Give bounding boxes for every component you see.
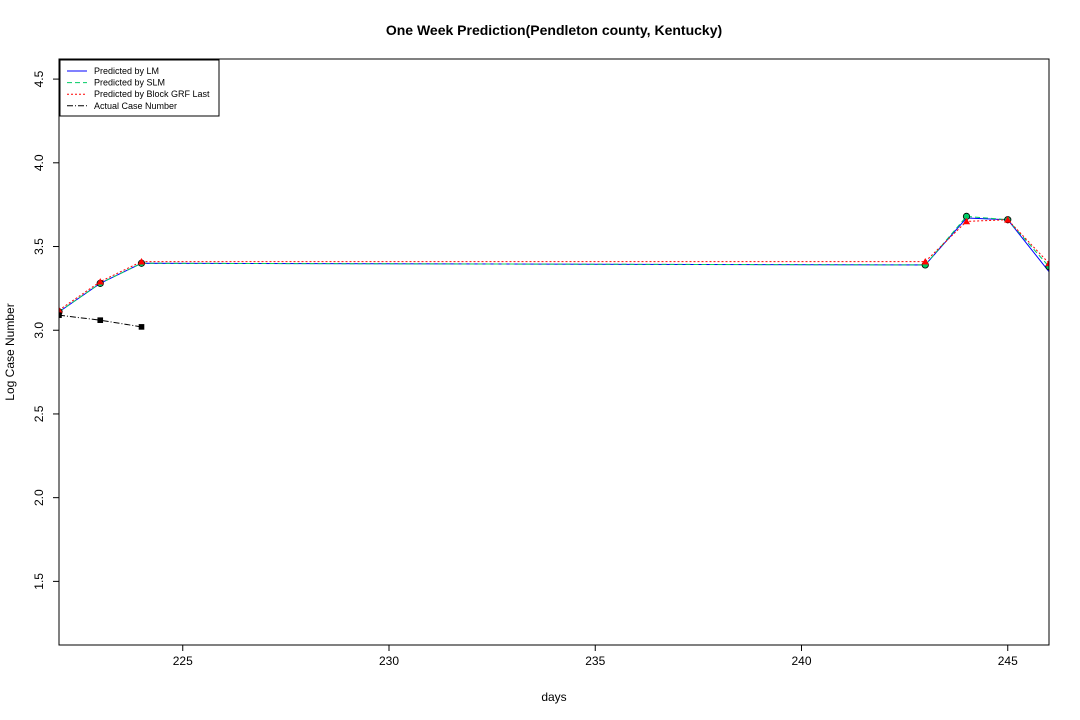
legend-box xyxy=(59,59,220,117)
y-tick-label: 2.0 xyxy=(32,489,46,506)
x-tick-label: 225 xyxy=(173,654,193,668)
data-point-triangle xyxy=(137,257,146,265)
data-point-square xyxy=(138,324,145,330)
data-point-triangle xyxy=(962,217,971,225)
plot-border xyxy=(58,58,1050,646)
x-tick-label: 245 xyxy=(998,654,1018,668)
x-tick-label: 230 xyxy=(379,654,399,668)
data-point-triangle xyxy=(59,306,63,314)
y-tick-label: 4.5 xyxy=(32,70,46,87)
legend-entry: Predicted by LM xyxy=(94,66,159,76)
y-tick-label: 1.5 xyxy=(32,573,46,590)
chart-title: One Week Prediction(Pendleton county, Ke… xyxy=(386,22,722,38)
y-tick-label: 3.5 xyxy=(32,238,46,255)
data-point-square xyxy=(59,312,62,318)
data-point-triangle xyxy=(921,257,929,265)
plot-area xyxy=(59,212,1049,330)
legend-entry: Predicted by Block GRF Last xyxy=(94,89,210,99)
y-tick-label: 3.0 xyxy=(32,322,46,339)
data-point-triangle xyxy=(1004,216,1012,223)
y-axis-label: Log Case Number xyxy=(3,303,17,400)
legend-entry: Actual Case Number xyxy=(94,101,177,111)
x-tick-label: 235 xyxy=(585,654,605,668)
x-tick-label: 240 xyxy=(791,654,811,668)
legend: Predicted by LM Predicted by SLMPredicted… xyxy=(59,59,220,117)
y-tick-label: 4.0 xyxy=(32,154,46,171)
data-point-triangle xyxy=(1045,259,1049,267)
x-axis-label: days xyxy=(541,690,566,704)
y-tick-label: 2.5 xyxy=(32,405,46,422)
data-point-triangle xyxy=(96,278,104,285)
legend-entry: Predicted by SLM xyxy=(94,78,165,88)
data-point-square xyxy=(97,317,104,323)
